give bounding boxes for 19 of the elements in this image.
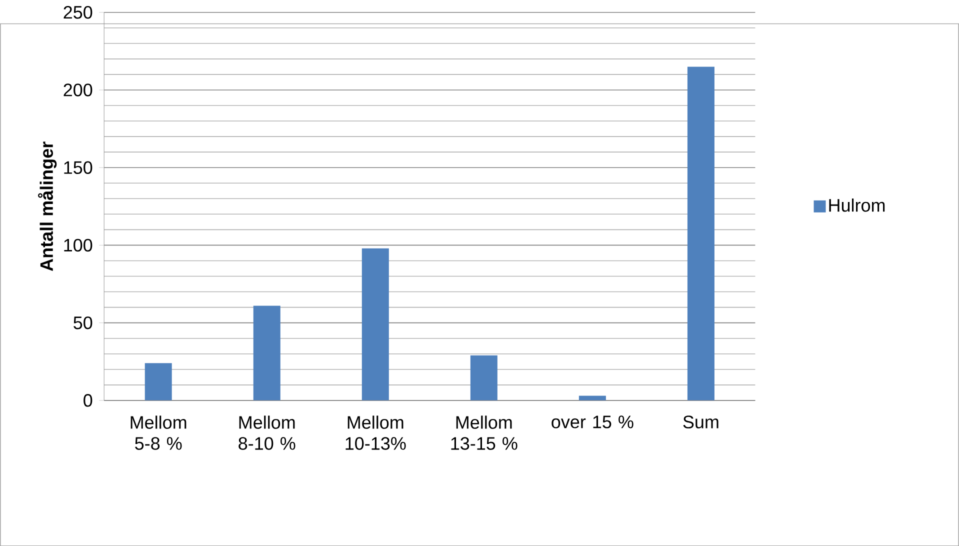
bar bbox=[253, 306, 280, 400]
y-tick-label: 50 bbox=[74, 316, 92, 330]
x-tick-label: Mellom 5-8 % bbox=[130, 416, 186, 450]
bar bbox=[470, 355, 498, 400]
x-tick-label: Mellom 13-15 % bbox=[451, 416, 518, 450]
x-tick-label: Mellom 8-10 % bbox=[238, 416, 296, 450]
bar bbox=[144, 363, 172, 400]
y-tick-label: 250 bbox=[64, 6, 92, 19]
y-tick-label: 200 bbox=[64, 83, 92, 96]
legend-label: Hulrom bbox=[829, 198, 885, 212]
x-tick-label: over 15 % bbox=[552, 416, 634, 428]
bar bbox=[687, 66, 714, 400]
x-tick-label: Mellom 10-13% bbox=[346, 416, 406, 450]
y-tick-label: 100 bbox=[64, 238, 92, 252]
y-tick-label: 0 bbox=[84, 394, 92, 407]
bar bbox=[362, 248, 389, 400]
y-tick-label: 150 bbox=[64, 161, 92, 174]
x-tick-label: Sum bbox=[683, 416, 718, 428]
y-axis-title: Antall målinger bbox=[38, 142, 57, 271]
